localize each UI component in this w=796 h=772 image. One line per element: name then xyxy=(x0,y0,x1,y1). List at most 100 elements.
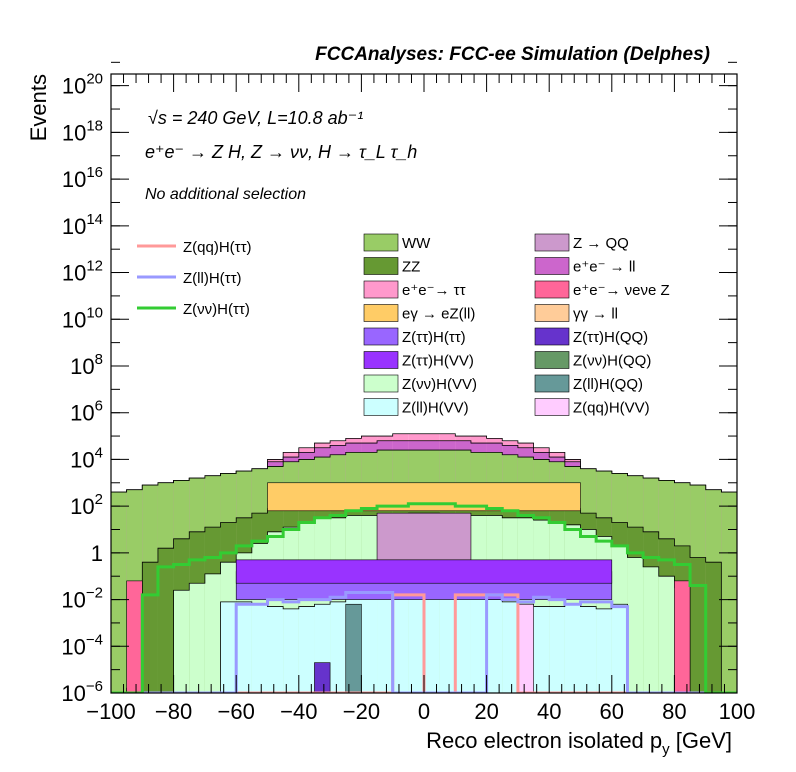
legend-swatch xyxy=(534,304,570,322)
hist-bar xyxy=(392,597,409,693)
y-tick-label: 1020 xyxy=(62,71,103,99)
legend-swatch xyxy=(534,280,570,299)
legend-swatch xyxy=(534,398,570,416)
hist-bar xyxy=(267,606,284,693)
legend-label: Z → QQ xyxy=(573,235,629,252)
hist-bar xyxy=(283,608,299,693)
legend-label: Z(νν)H(VV) xyxy=(402,376,477,393)
hist-bar xyxy=(721,492,737,693)
legend-swatch xyxy=(363,327,399,346)
x-tick-label: −20 xyxy=(343,699,380,724)
hist-outline xyxy=(111,449,737,493)
legend-swatch xyxy=(534,327,570,346)
band-bar xyxy=(517,603,534,693)
y-tick-label: 106 xyxy=(70,398,103,426)
band-bar xyxy=(267,482,581,512)
legend-swatch xyxy=(363,257,399,275)
band-z-qq xyxy=(376,512,472,561)
x-axis-label: Reco electron isolated py [GeV] xyxy=(426,728,732,758)
legend-swatch xyxy=(363,280,399,299)
x-tick-label: 20 xyxy=(474,699,498,724)
hist-bar xyxy=(549,606,565,693)
line-z-ll-h- xyxy=(111,591,737,693)
hist-bar xyxy=(596,608,612,693)
process-label: e⁺e⁻ → Z H, Z → νν, H → τ_L τ_h xyxy=(145,142,417,162)
legend-label: Z(ττ)H(ττ) xyxy=(402,329,466,346)
chart-title: FCCAnalyses: FCC-ee Simulation (Delphes) xyxy=(315,44,710,65)
hist-bar xyxy=(470,594,487,693)
hist-bar xyxy=(486,599,503,693)
y-tick-label: 1012 xyxy=(62,258,103,286)
legend-label: Z(ll)H(VV) xyxy=(402,400,469,417)
x-tick-label: 60 xyxy=(600,699,624,724)
band-e-ez-ll- xyxy=(267,482,581,512)
y-axis-label: Events xyxy=(26,74,51,141)
legend-swatch xyxy=(363,398,399,416)
band-bar xyxy=(314,662,331,693)
y-tick-label: 102 xyxy=(70,491,103,519)
legend-swatch xyxy=(534,233,570,252)
hist-bar xyxy=(157,548,174,693)
y-tick-label: 10−2 xyxy=(61,585,103,613)
x-tick-label: 40 xyxy=(537,699,561,724)
signal-lines-layer xyxy=(111,502,737,693)
y-tick-label: 1018 xyxy=(62,117,103,145)
legend-label: Z(ττ)H(VV) xyxy=(402,353,474,370)
hist-bar xyxy=(220,601,237,693)
hist-bar xyxy=(705,562,722,693)
hist-bar xyxy=(251,604,268,693)
selection-label: No additional selection xyxy=(145,186,306,203)
band-z-qq-h-vv- xyxy=(517,603,534,693)
hist-bar xyxy=(330,601,346,693)
x-tick-label: −40 xyxy=(280,699,317,724)
y-tick-label: 1010 xyxy=(62,304,103,332)
band-bar xyxy=(235,559,613,584)
legend-label: Z(ττ)H(QQ) xyxy=(573,329,648,346)
hist-bar xyxy=(424,597,440,693)
legend-swatch xyxy=(363,233,399,252)
hist-bar xyxy=(298,606,315,693)
legend-label: e⁺e⁻ → ll xyxy=(573,259,636,276)
x-tick-label: −100 xyxy=(86,699,136,724)
band-bar xyxy=(345,603,362,693)
hist-bar xyxy=(533,606,550,693)
x-tick-label: 0 xyxy=(418,699,430,724)
hist-bar xyxy=(455,597,471,693)
legend-swatch xyxy=(363,351,399,369)
legend-line-label: Z(ll)H(ττ) xyxy=(183,270,242,287)
y-tick-label: 108 xyxy=(70,351,103,379)
line-z-vv-h- xyxy=(111,502,737,693)
energy-lumi-label: √s = 240 GeV, L=10.8 ab⁻¹ xyxy=(148,108,363,128)
legend-label: γγ → ll xyxy=(573,306,618,323)
legend-label: eγ → eZ(ll) xyxy=(402,306,475,323)
hist-bar xyxy=(173,590,190,693)
hist-bar xyxy=(111,492,127,693)
hist-bar xyxy=(142,562,158,693)
hist-bar xyxy=(408,597,424,693)
hist-bar xyxy=(627,557,644,693)
legend-line-label: Z(qq)H(ττ) xyxy=(183,239,252,256)
legend-swatch xyxy=(534,351,570,369)
hist-bar xyxy=(236,601,252,693)
annotations: √s = 240 GeV, L=10.8 ab⁻¹ e⁺e⁻ → Z H, Z →… xyxy=(145,108,417,203)
hist-bar xyxy=(611,604,628,693)
x-tick-label: −80 xyxy=(155,699,192,724)
histogram-layer xyxy=(111,433,737,693)
legend-swatch xyxy=(363,374,399,393)
band-z-ll-h-qq- xyxy=(345,603,362,693)
y-axis-ticks: 10−6 10−4 10−2 1 102 104 106 108 1010 1012 1014 101… xyxy=(61,61,737,706)
hist-bar xyxy=(643,566,659,693)
band-bar xyxy=(126,580,143,693)
y-tick-label: 10−6 xyxy=(61,678,103,706)
hist-bar xyxy=(189,583,205,693)
legend-swatch xyxy=(363,304,399,322)
hist-bar xyxy=(361,597,378,693)
legend-label: e⁺e⁻→ ττ xyxy=(402,282,466,299)
legend-label: Z(ll)H(QQ) xyxy=(573,376,643,393)
band-bar xyxy=(674,580,691,693)
legend: Z(qq)H(ττ) Z(ll)H(ττ) Z(νν)H(ττ) WW Z → QQ ZZ… xyxy=(137,233,670,417)
hist-bar xyxy=(690,557,706,693)
y-tick-label: 1016 xyxy=(62,164,103,192)
y-tick-label: 10−4 xyxy=(61,631,103,659)
